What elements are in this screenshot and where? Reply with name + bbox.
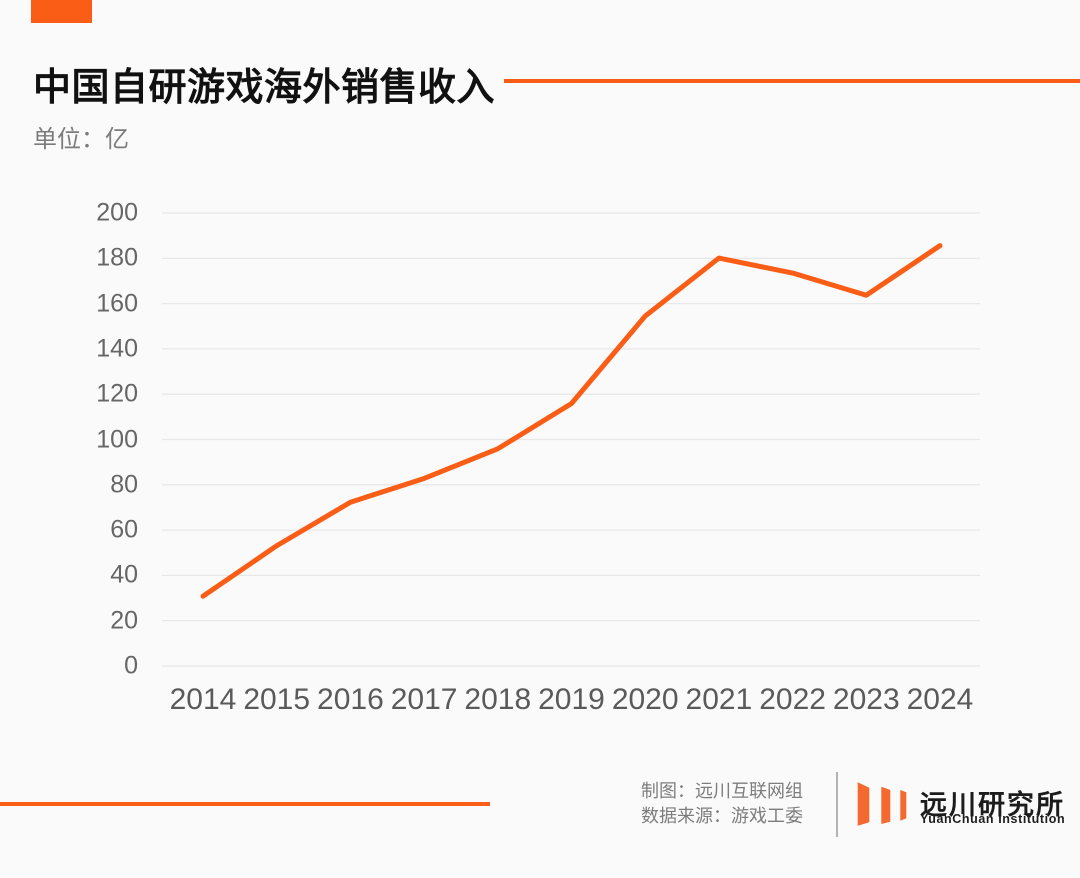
x-tick-label: 2023 bbox=[832, 683, 900, 716]
x-tick-label: 2017 bbox=[390, 683, 458, 716]
y-tick-label: 20 bbox=[110, 606, 138, 635]
x-tick-label: 2019 bbox=[538, 683, 605, 716]
x-tick-label: 2020 bbox=[611, 683, 679, 716]
logo-name-en: YuanChuan Institution bbox=[920, 812, 1066, 826]
credit-source: 数据来源：游戏工委 bbox=[641, 806, 803, 826]
y-tick-label: 120 bbox=[96, 379, 138, 408]
y-tick-label: 80 bbox=[110, 470, 138, 499]
y-tick-label: 180 bbox=[96, 243, 138, 272]
y-tick-label: 60 bbox=[110, 515, 138, 544]
logo-bar-1 bbox=[857, 782, 870, 826]
y-tick-label: 100 bbox=[96, 425, 138, 453]
unit-label: 单位：亿 bbox=[33, 126, 129, 153]
x-tick-label: 2015 bbox=[243, 683, 311, 716]
x-tick-label: 2022 bbox=[759, 683, 826, 716]
x-tick-label: 2014 bbox=[169, 683, 237, 716]
credit-maker: 制图：远川互联网组 bbox=[641, 781, 803, 801]
logo-name-cn: 远川研究所 bbox=[920, 790, 1065, 820]
y-tick-label: 0 bbox=[124, 651, 138, 680]
logo-bar-2 bbox=[881, 786, 891, 824]
chart-title: 中国自研游戏海外销售收入 bbox=[33, 67, 496, 109]
footer-rule-line bbox=[0, 802, 490, 806]
y-tick-label: 140 bbox=[96, 334, 138, 363]
x-tick-label: 2024 bbox=[906, 683, 974, 716]
y-tick-label: 160 bbox=[96, 289, 138, 318]
footer-divider bbox=[836, 772, 838, 837]
credits-block: 制图：远川互联网组 数据来源：游戏工委 bbox=[641, 779, 803, 829]
revenue-line bbox=[200, 243, 943, 599]
y-tick-label: 40 bbox=[110, 560, 138, 589]
x-tick-label: 2021 bbox=[685, 683, 753, 716]
y-tick-label: 200 bbox=[96, 198, 138, 227]
x-tick-label: 2018 bbox=[464, 683, 532, 716]
accent-bar bbox=[31, 0, 92, 23]
x-tick-label: 2016 bbox=[317, 683, 384, 716]
yuanchuan-logo-icon bbox=[857, 782, 907, 826]
logo-bar-3 bbox=[900, 790, 907, 821]
title-rule-line bbox=[504, 79, 1080, 83]
